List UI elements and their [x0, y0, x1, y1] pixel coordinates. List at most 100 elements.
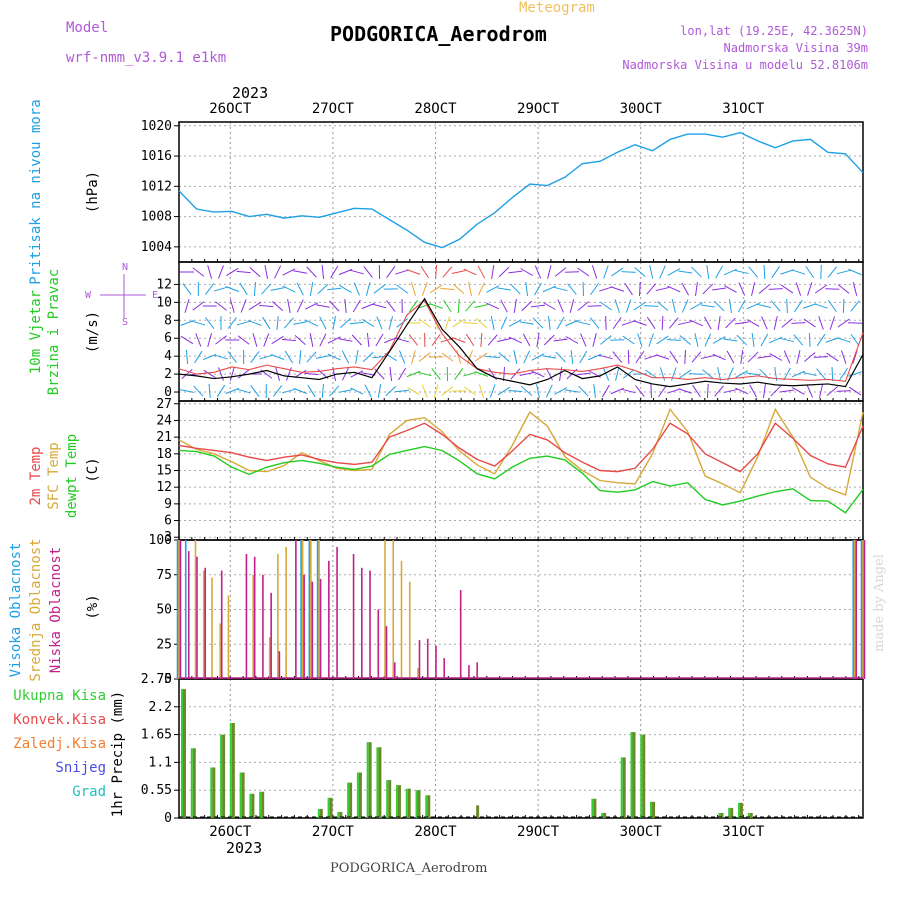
wind-barb	[795, 282, 802, 296]
y-tick-label: 4	[164, 349, 172, 364]
wind-barb	[252, 333, 258, 347]
wind-barb	[825, 337, 840, 343]
bottom-day-label: 28OCT	[414, 824, 457, 840]
wind-barb	[615, 367, 620, 381]
wind-barb	[477, 265, 486, 279]
wind-barb	[780, 269, 794, 275]
wind-barb	[229, 299, 235, 313]
wind-barb	[534, 265, 542, 279]
wind-barb	[327, 336, 341, 344]
precip-conv-bar	[718, 812, 721, 818]
wind-barb	[850, 333, 860, 347]
y-tick-label: 1008	[141, 210, 172, 225]
wind-barb	[463, 371, 477, 377]
wind-barb	[690, 302, 703, 310]
cloud-bar	[308, 540, 311, 679]
wind-barb	[547, 315, 551, 331]
wind-barb	[490, 316, 495, 330]
wind-barb	[181, 368, 193, 380]
temp-unit: (C)	[85, 457, 101, 482]
wind-barb	[217, 367, 224, 381]
wind-barb	[272, 300, 284, 312]
cloud-bar	[187, 551, 190, 679]
wind-barb	[786, 298, 788, 314]
precip-conv-bar	[317, 808, 320, 818]
wind-barb	[276, 315, 279, 331]
cloud-bar	[328, 560, 330, 679]
temp-dew-line	[178, 445, 864, 514]
wind-barb	[454, 368, 464, 380]
wind-barb	[352, 299, 361, 313]
wind-barb	[723, 388, 738, 394]
pressure-unit: (hPa)	[85, 171, 101, 213]
y-tick-label: 6	[164, 331, 172, 346]
precip-conv-bar	[376, 747, 379, 818]
wind-barb	[703, 316, 712, 330]
precip-conv-bar	[728, 807, 731, 818]
wind-barb	[500, 316, 508, 330]
wind-barb	[646, 316, 656, 330]
wind-barb	[791, 269, 806, 275]
wind-barb	[433, 384, 439, 398]
precip-total-bar	[378, 747, 382, 818]
wind-barb	[783, 367, 791, 381]
wind-barb	[444, 316, 451, 330]
precip-conv-bar	[415, 790, 418, 818]
wind-barb	[599, 301, 612, 311]
wind-barb	[418, 318, 431, 328]
wind-barb	[587, 353, 602, 361]
wind-barb	[440, 288, 455, 290]
wind-barb	[530, 304, 545, 308]
y-tick-label: 50	[156, 603, 172, 618]
wind-barb	[792, 387, 805, 395]
wind-barb	[353, 282, 360, 296]
temp-dew-title: dewpt Temp	[64, 434, 80, 518]
wind-barb	[207, 333, 213, 347]
cloud-bar	[227, 595, 230, 679]
wind-barb	[692, 384, 701, 398]
wind-barb	[712, 287, 727, 291]
wind-barb	[814, 356, 829, 358]
precip-total-bar	[329, 797, 333, 818]
wind-barb	[272, 385, 283, 397]
wind-barb	[678, 388, 692, 394]
wind-barb	[780, 284, 794, 294]
cloud-bar	[178, 540, 180, 679]
wind-barb	[734, 321, 749, 325]
wind-barb	[411, 350, 416, 364]
wind-barb	[417, 371, 432, 377]
wind-barb	[296, 299, 304, 313]
wind-barb	[679, 369, 692, 379]
wind-barb	[227, 351, 237, 363]
wind-barb	[579, 350, 588, 364]
precip-total-bar	[251, 793, 255, 818]
cloud-bar	[459, 590, 462, 679]
wind-barb	[350, 370, 364, 378]
wind-barb	[624, 282, 633, 296]
wind-barb	[727, 367, 734, 381]
wind-barb	[534, 282, 542, 296]
wind-barb	[704, 333, 712, 347]
wind-barb	[477, 282, 485, 296]
wind-barb	[498, 352, 510, 362]
wind-barb	[293, 388, 307, 394]
wind-barb	[667, 268, 681, 276]
cloud-bar	[196, 556, 198, 679]
cloud-unit: (%)	[85, 594, 101, 619]
precip-conv-bar	[747, 812, 750, 818]
wind-barb	[725, 317, 736, 329]
wind-barb	[498, 266, 510, 278]
wind-barb	[396, 284, 409, 294]
wind-barb	[270, 354, 285, 360]
wind-barb	[758, 284, 771, 294]
wind-barb	[570, 349, 574, 365]
wind-barb	[184, 299, 190, 313]
precip-total-bar	[397, 785, 401, 818]
precip-total-bar	[222, 734, 226, 818]
cloud-bar	[400, 560, 403, 679]
wind-barb	[361, 372, 376, 376]
wind-barb	[429, 284, 443, 294]
wind-barb	[385, 385, 397, 397]
wind-barb	[735, 387, 749, 395]
wind-barb	[315, 304, 330, 308]
